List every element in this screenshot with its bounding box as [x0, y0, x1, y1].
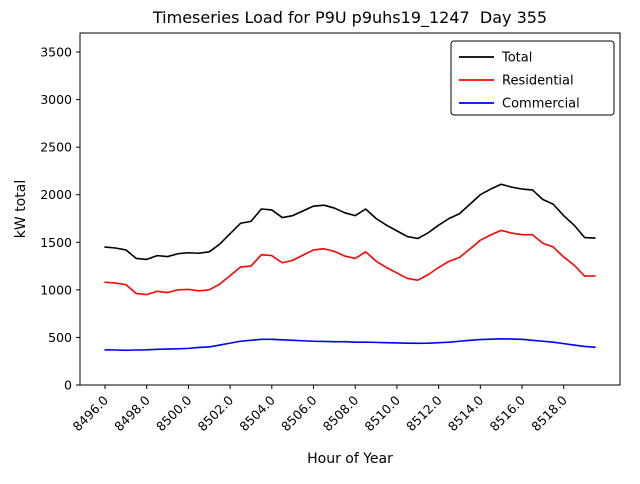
plot-area-border — [79, 32, 621, 386]
x-tick-label: 8506.0 — [278, 392, 320, 434]
x-tick-label: 8514.0 — [445, 392, 487, 434]
legend-label-commercial: Commercial — [502, 97, 580, 112]
legend-label-residential: Residential — [502, 74, 574, 89]
legend-item-residential: Residential — [459, 74, 574, 89]
legend-label-total: Total — [501, 51, 532, 66]
y-tick-label: 2500 — [40, 140, 72, 155]
y-tick-label: 3500 — [40, 45, 72, 60]
x-tick-label: 8504.0 — [236, 392, 278, 434]
y-tick-label: 0 — [64, 378, 72, 393]
x-tick-label: 8512.0 — [403, 392, 445, 434]
x-tick-label: 8508.0 — [320, 392, 362, 434]
x-tick-label: 8510.0 — [361, 392, 403, 434]
y-tick-label: 1000 — [40, 282, 72, 297]
x-tick-label: 8498.0 — [111, 392, 153, 434]
x-tick-label: 8502.0 — [195, 392, 237, 434]
y-tick-label: 3000 — [40, 92, 72, 107]
y-axis-label: kW total — [13, 180, 29, 238]
legend-frame — [450, 40, 615, 116]
x-tick-label: 8516.0 — [487, 392, 529, 434]
x-tick-label: 8518.0 — [528, 392, 570, 434]
series-line-total — [104, 183, 596, 261]
x-tick-label: 8496.0 — [70, 392, 112, 434]
y-tick-label: 2000 — [40, 187, 72, 202]
series-line-commercial — [104, 338, 596, 352]
legend-item-commercial: Commercial — [459, 97, 580, 112]
chart-title: Timeseries Load for P9U p9uhs19_1247 Day… — [152, 8, 547, 28]
x-tick-label: 8500.0 — [153, 392, 195, 434]
series-lines — [104, 183, 596, 352]
x-axis-label: Hour of Year — [307, 451, 393, 467]
legend: Total Residential Commercial — [450, 40, 615, 116]
series-line-residential — [104, 229, 596, 296]
y-tick-label: 1500 — [40, 235, 72, 250]
legend-item-total: Total — [459, 51, 532, 66]
y-tick-label: 500 — [48, 330, 72, 345]
